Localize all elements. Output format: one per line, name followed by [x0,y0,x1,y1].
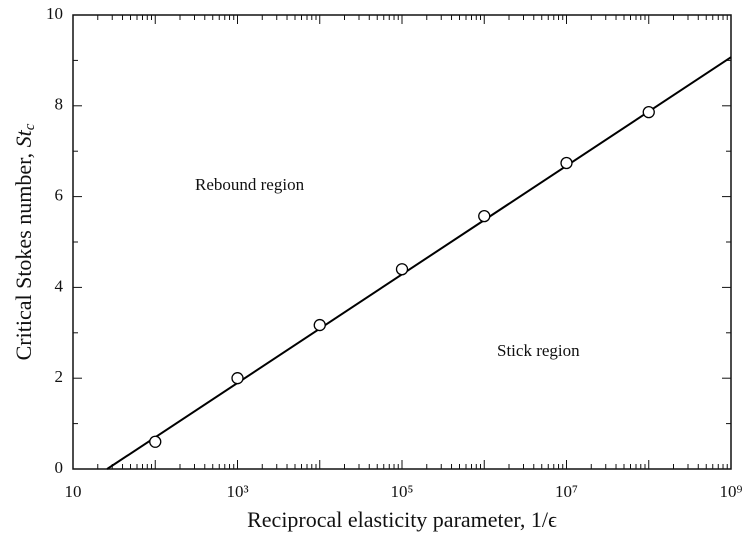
annotation: Rebound region [195,175,305,194]
data-point [231,372,244,385]
x-tick-label: 10³ [226,482,248,501]
x-tick-label: 10⁹ [720,482,743,501]
y-axis-label-symbol: St [11,129,36,147]
y-tick-label: 6 [55,186,64,205]
y-tick-label: 4 [55,276,64,295]
data-point [149,435,162,448]
data-point [478,209,491,223]
fit-line [106,56,732,470]
plot-frame [72,14,732,470]
annotation: Stick region [497,341,580,360]
x-tick-label: 10⁵ [391,482,414,501]
y-tick-label: 0 [55,458,64,477]
y-axis-label-subscript: c [22,123,38,130]
x-tick-label: 10 [65,482,82,501]
y-tick-label: 8 [55,95,64,114]
data-point [313,318,326,332]
data-point [395,263,409,276]
y-tick-label: 2 [55,367,64,386]
data-point [642,106,655,119]
y-tick-label: 10 [46,4,63,23]
x-axis-label: Reciprocal elasticity parameter, 1/ϵ [247,507,557,532]
y-axis-label-text: Critical Stokes number, [11,147,36,360]
y-axis-label: Critical Stokes number, Stc [11,123,38,360]
data-point [560,156,573,170]
x-tick-label: 10⁷ [555,482,578,501]
